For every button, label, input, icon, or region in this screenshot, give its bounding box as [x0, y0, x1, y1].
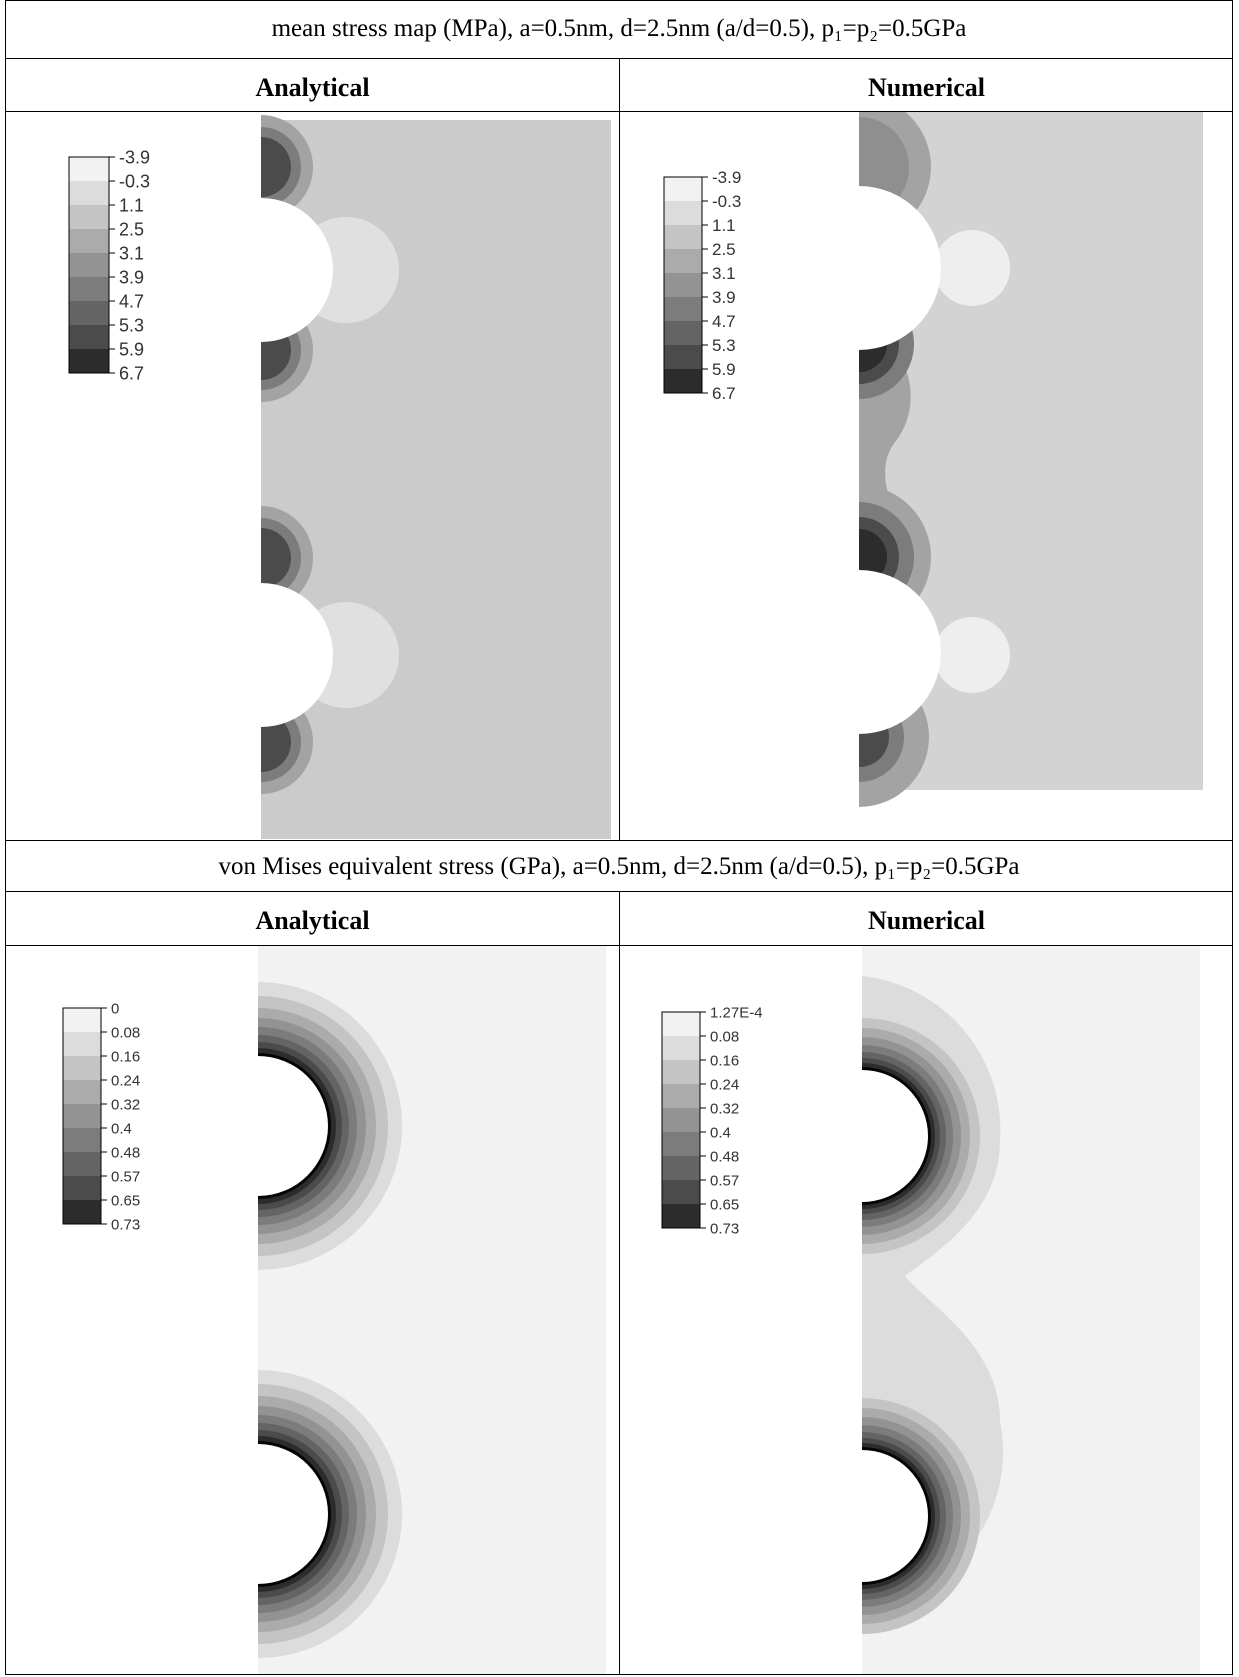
legend-label: 3.1: [712, 264, 736, 283]
legend-swatch: [664, 369, 702, 393]
legend-label: 3.9: [712, 288, 736, 307]
vm-analytical-header: Analytical: [255, 906, 370, 935]
legend-label: 6.7: [119, 363, 144, 383]
legend-swatch: [63, 1128, 101, 1152]
von-mises-caption: von Mises equivalent stress (GPa), a=0.5…: [218, 853, 1020, 880]
legend-swatch: [664, 201, 702, 225]
legend-swatch: [664, 273, 702, 297]
legend-swatch: [664, 345, 702, 369]
mean-numerical-header: Numerical: [868, 73, 985, 102]
legend-label: 0.24: [710, 1076, 739, 1093]
legend-label: -0.3: [712, 192, 741, 211]
mean-stress-caption: mean stress map (MPa), a=0.5nm, d=2.5nm …: [271, 15, 967, 42]
legend-swatch: [664, 297, 702, 321]
legend-label: 1.1: [119, 195, 144, 215]
figure-table: mean stress map (MPa), a=0.5nm, d=2.5nm …: [5, 0, 1233, 1675]
legend-swatch: [69, 229, 109, 253]
mean-analytical-plot: -3.9 -0.3 1.1 2.5 3.1 3.9 4.7 5.3 5.9 6.7: [7, 112, 618, 839]
legend-label: 0: [111, 1000, 119, 1017]
legend-label: -3.9: [119, 147, 150, 167]
legend-swatch: [63, 1176, 101, 1200]
legend-label: 1.27E-4: [710, 1004, 763, 1021]
legend-swatch: [662, 1084, 700, 1108]
legend-swatch: [63, 1104, 101, 1128]
legend-frame: [62, 1007, 102, 1225]
legend-label: 0.08: [710, 1028, 739, 1045]
legend-label: 0.4: [111, 1120, 132, 1137]
legend-label: 0.65: [111, 1192, 140, 1209]
legend-label: 0.73: [710, 1220, 739, 1237]
legend-label: 5.3: [119, 315, 144, 335]
legend-swatch: [664, 321, 702, 345]
legend-swatch: [63, 1032, 101, 1056]
legend-swatch: [63, 1008, 101, 1032]
legend-swatch: [662, 1012, 700, 1036]
legend-swatch: [69, 301, 109, 325]
legend-label: 5.9: [712, 360, 736, 379]
legend-swatch: [63, 1080, 101, 1104]
vm-numerical-header: Numerical: [868, 906, 985, 935]
legend-swatch: [664, 177, 702, 201]
legend-label: -3.9: [712, 168, 741, 187]
legend-swatch: [662, 1108, 700, 1132]
legend-swatch: [662, 1204, 700, 1228]
legend-swatch: [664, 225, 702, 249]
row-divider: [6, 840, 1232, 841]
legend-label: 5.3: [712, 336, 736, 355]
vm-numerical-plot: 1.27E-4 0.08 0.16 0.24 0.32 0.4 0.48 0.57 0.65 0.…: [620, 946, 1232, 1674]
legend-label: -0.3: [119, 171, 150, 191]
legend-frame: [663, 176, 703, 394]
legend-swatch: [63, 1200, 101, 1224]
legend-label: 3.1: [119, 243, 144, 263]
legend-label: 4.7: [119, 291, 144, 311]
column-divider: [619, 891, 620, 1675]
legend-label: 0.4: [710, 1124, 731, 1141]
column-divider: [619, 58, 620, 840]
legend-swatch: [63, 1152, 101, 1176]
mean-analytical-header: Analytical: [255, 73, 370, 102]
legend-label: 0.57: [710, 1172, 739, 1189]
legend-swatch: [662, 1180, 700, 1204]
legend-label: 5.9: [119, 339, 144, 359]
legend-label: 0.65: [710, 1196, 739, 1213]
legend-frame: [661, 1011, 701, 1229]
legend-swatch: [69, 325, 109, 349]
mean-numerical-plot: -3.9 -0.3 1.1 2.5 3.1 3.9 4.7 5.3 5.9 6.7: [620, 112, 1232, 839]
legend-label: 0.57: [111, 1168, 140, 1185]
legend-mean-analytical: -3.9 -0.3 1.1 2.5 3.1 3.9 4.7 5.3 5.9 6.7: [68, 147, 150, 383]
legend-swatch: [662, 1060, 700, 1084]
legend-swatch: [662, 1156, 700, 1180]
legend-swatch: [662, 1036, 700, 1060]
legend-label: 0.32: [111, 1096, 140, 1113]
legend-label: 0.24: [111, 1072, 140, 1089]
legend-swatch: [69, 349, 109, 373]
legend-label: 6.7: [712, 384, 736, 403]
legend-label: 1.1: [712, 216, 736, 235]
legend-label: 2.5: [119, 219, 144, 239]
legend-label: 0.32: [710, 1100, 739, 1117]
legend-label: 0.48: [111, 1144, 140, 1161]
legend-label: 4.7: [712, 312, 736, 331]
legend-vm-numerical: 1.27E-4 0.08 0.16 0.24 0.32 0.4 0.48 0.57 0.65 0.…: [661, 1004, 763, 1237]
legend-swatch: [69, 157, 109, 181]
legend-label: 0.16: [710, 1052, 739, 1069]
legend-swatch: [69, 253, 109, 277]
legend-swatch: [63, 1056, 101, 1080]
legend-label: 0.48: [710, 1148, 739, 1165]
legend-vm-analytical: 0 0.08 0.16 0.24 0.32 0.4 0.48 0.57 0.65 0.73: [62, 1000, 140, 1233]
legend-swatch: [664, 249, 702, 273]
legend-swatch: [69, 205, 109, 229]
legend-label: 0.73: [111, 1216, 140, 1233]
legend-swatch: [69, 277, 109, 301]
legend-mean-numerical: -3.9 -0.3 1.1 2.5 3.1 3.9 4.7 5.3 5.9 6.7: [663, 168, 741, 403]
legend-frame: [68, 156, 110, 374]
legend-label: 2.5: [712, 240, 736, 259]
vm-analytical-plot: 0 0.08 0.16 0.24 0.32 0.4 0.48 0.57 0.65 0.73: [7, 946, 618, 1674]
legend-swatch: [69, 181, 109, 205]
legend-label: 0.08: [111, 1024, 140, 1041]
legend-label: 3.9: [119, 267, 144, 287]
legend-swatch: [662, 1132, 700, 1156]
legend-label: 0.16: [111, 1048, 140, 1065]
